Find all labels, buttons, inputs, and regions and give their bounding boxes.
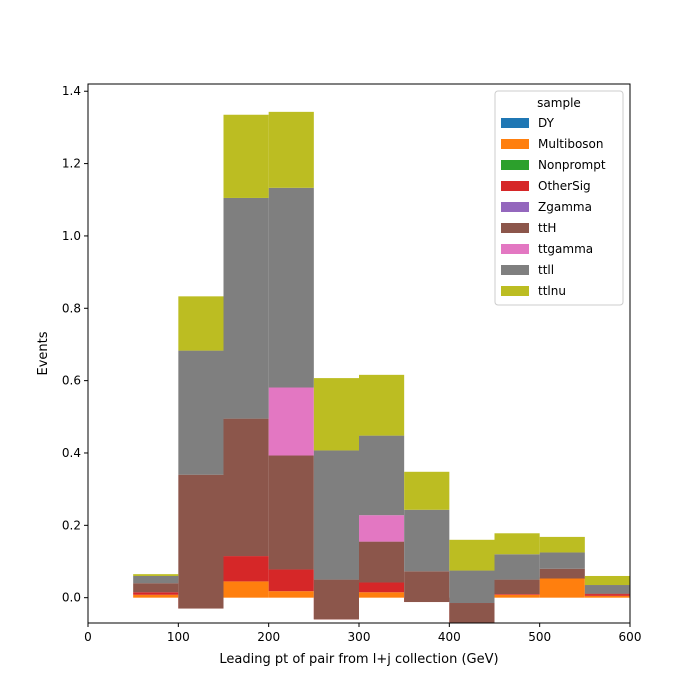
y-tick-label: 0.2 [62, 518, 81, 532]
bar-multiboson-bin-9 [539, 577, 585, 598]
legend-title: sample [537, 96, 581, 110]
bar-tth-bin-6 [404, 571, 450, 603]
bar-ttll-bin-0 [133, 575, 179, 584]
bar-ttlnu-bin-2 [223, 114, 269, 198]
y-tick-label: 0.0 [62, 591, 81, 605]
bar-tth-bin-0 [133, 583, 179, 593]
legend-entry: Nonprompt [538, 158, 606, 172]
bar-othersig-bin-3 [268, 569, 314, 592]
bar-ttll-bin-8 [494, 554, 540, 580]
y-tick-label: 0.8 [62, 301, 81, 315]
legend-swatch [501, 139, 529, 149]
bar-ttll-bin-7 [449, 570, 495, 604]
bar-ttll-bin-1 [178, 350, 224, 475]
bar-multiboson-bin-5 [359, 592, 405, 598]
legend-swatch [501, 244, 529, 254]
bar-othersig-bin-8 [494, 594, 540, 595]
y-tick-label: 0.6 [62, 374, 81, 388]
x-tick-label: 0 [84, 630, 92, 644]
y-axis: 0.0 0.2 0.4 0.6 0.8 1.0 1.2 1.4 [62, 84, 88, 605]
chart-bars [133, 111, 630, 623]
legend-entry: ttH [538, 221, 556, 235]
legend-swatch [501, 160, 529, 170]
bar-ttlnu-bin-0 [133, 574, 179, 576]
bar-tth-bin-3 [268, 455, 314, 570]
bar-tth-bin-1 [178, 474, 224, 609]
bar-ttgamma-bin-3 [268, 387, 314, 456]
bar-ttll-bin-6 [404, 509, 450, 572]
bar-multiboson-bin-3 [268, 591, 314, 598]
legend-entry: ttll [538, 263, 554, 277]
bar-othersig-bin-10 [584, 594, 630, 596]
y-tick-label: 0.4 [62, 446, 81, 460]
bar-ttlnu-bin-4 [313, 378, 359, 451]
bar-ttlnu-bin-10 [584, 575, 630, 586]
bar-othersig-bin-0 [133, 592, 179, 595]
bar-ttll-bin-2 [223, 197, 269, 419]
bar-ttll-bin-5 [359, 435, 405, 516]
legend-entry: OtherSig [538, 179, 591, 193]
x-tick-label: 100 [167, 630, 190, 644]
x-axis: 0 100 200 300 400 500 600 [84, 623, 641, 644]
bar-ttlnu-bin-5 [359, 374, 405, 436]
legend-entry: ttlnu [538, 284, 566, 298]
legend-swatch [501, 223, 529, 233]
bar-tth-bin-4 [313, 579, 359, 620]
y-tick-label: 1.4 [62, 84, 81, 98]
x-tick-label: 400 [438, 630, 461, 644]
bar-ttll-bin-9 [539, 552, 585, 569]
bar-othersig-bin-2 [223, 556, 269, 582]
legend-entry: Multiboson [538, 137, 604, 151]
bar-multiboson-bin-2 [223, 581, 269, 598]
legend-entry: DY [538, 116, 555, 130]
bar-tth-bin-8 [494, 579, 540, 595]
legend-swatch [501, 286, 529, 296]
legend-entry: ttgamma [538, 242, 593, 256]
bar-tth-bin-2 [223, 418, 269, 557]
bar-tth-bin-9 [539, 568, 585, 579]
bar-ttlnu-bin-7 [449, 539, 495, 571]
bar-ttll-bin-4 [313, 450, 359, 580]
x-tick-label: 200 [257, 630, 280, 644]
legend-swatch [501, 118, 529, 128]
y-axis-label: Events [36, 331, 51, 375]
x-axis-label: Leading pt of pair from l+j collection (… [219, 652, 498, 667]
legend: sample DY Multiboson Nonprompt OtherSig Zgamm… [494, 90, 624, 306]
legend-entry: Zgamma [538, 200, 592, 214]
bar-multiboson-bin-0 [133, 594, 179, 598]
legend-swatch [501, 265, 529, 275]
y-tick-label: 1.2 [62, 157, 81, 171]
bar-ttll-bin-3 [268, 187, 314, 388]
bar-multiboson-bin-10 [584, 595, 630, 598]
bar-ttgamma-bin-5 [359, 515, 405, 542]
bar-ttlnu-bin-6 [404, 471, 450, 510]
bar-ttll-bin-10 [584, 585, 630, 594]
bar-ttlnu-bin-8 [494, 533, 540, 555]
y-tick-label: 1.0 [62, 229, 81, 243]
bar-ttlnu-bin-3 [268, 111, 314, 188]
x-tick-label: 500 [528, 630, 551, 644]
bar-ttlnu-bin-9 [539, 536, 585, 553]
bar-ttlnu-bin-1 [178, 296, 224, 351]
bar-tth-bin-7 [449, 603, 495, 623]
bar-tth-bin-10 [584, 593, 630, 595]
bar-tth-bin-5 [359, 541, 405, 583]
legend-swatch [501, 202, 529, 212]
bar-multiboson-bin-8 [494, 594, 540, 598]
x-tick-label: 300 [348, 630, 371, 644]
bar-othersig-bin-5 [359, 582, 405, 593]
x-tick-label: 600 [619, 630, 642, 644]
legend-swatch [501, 181, 529, 191]
